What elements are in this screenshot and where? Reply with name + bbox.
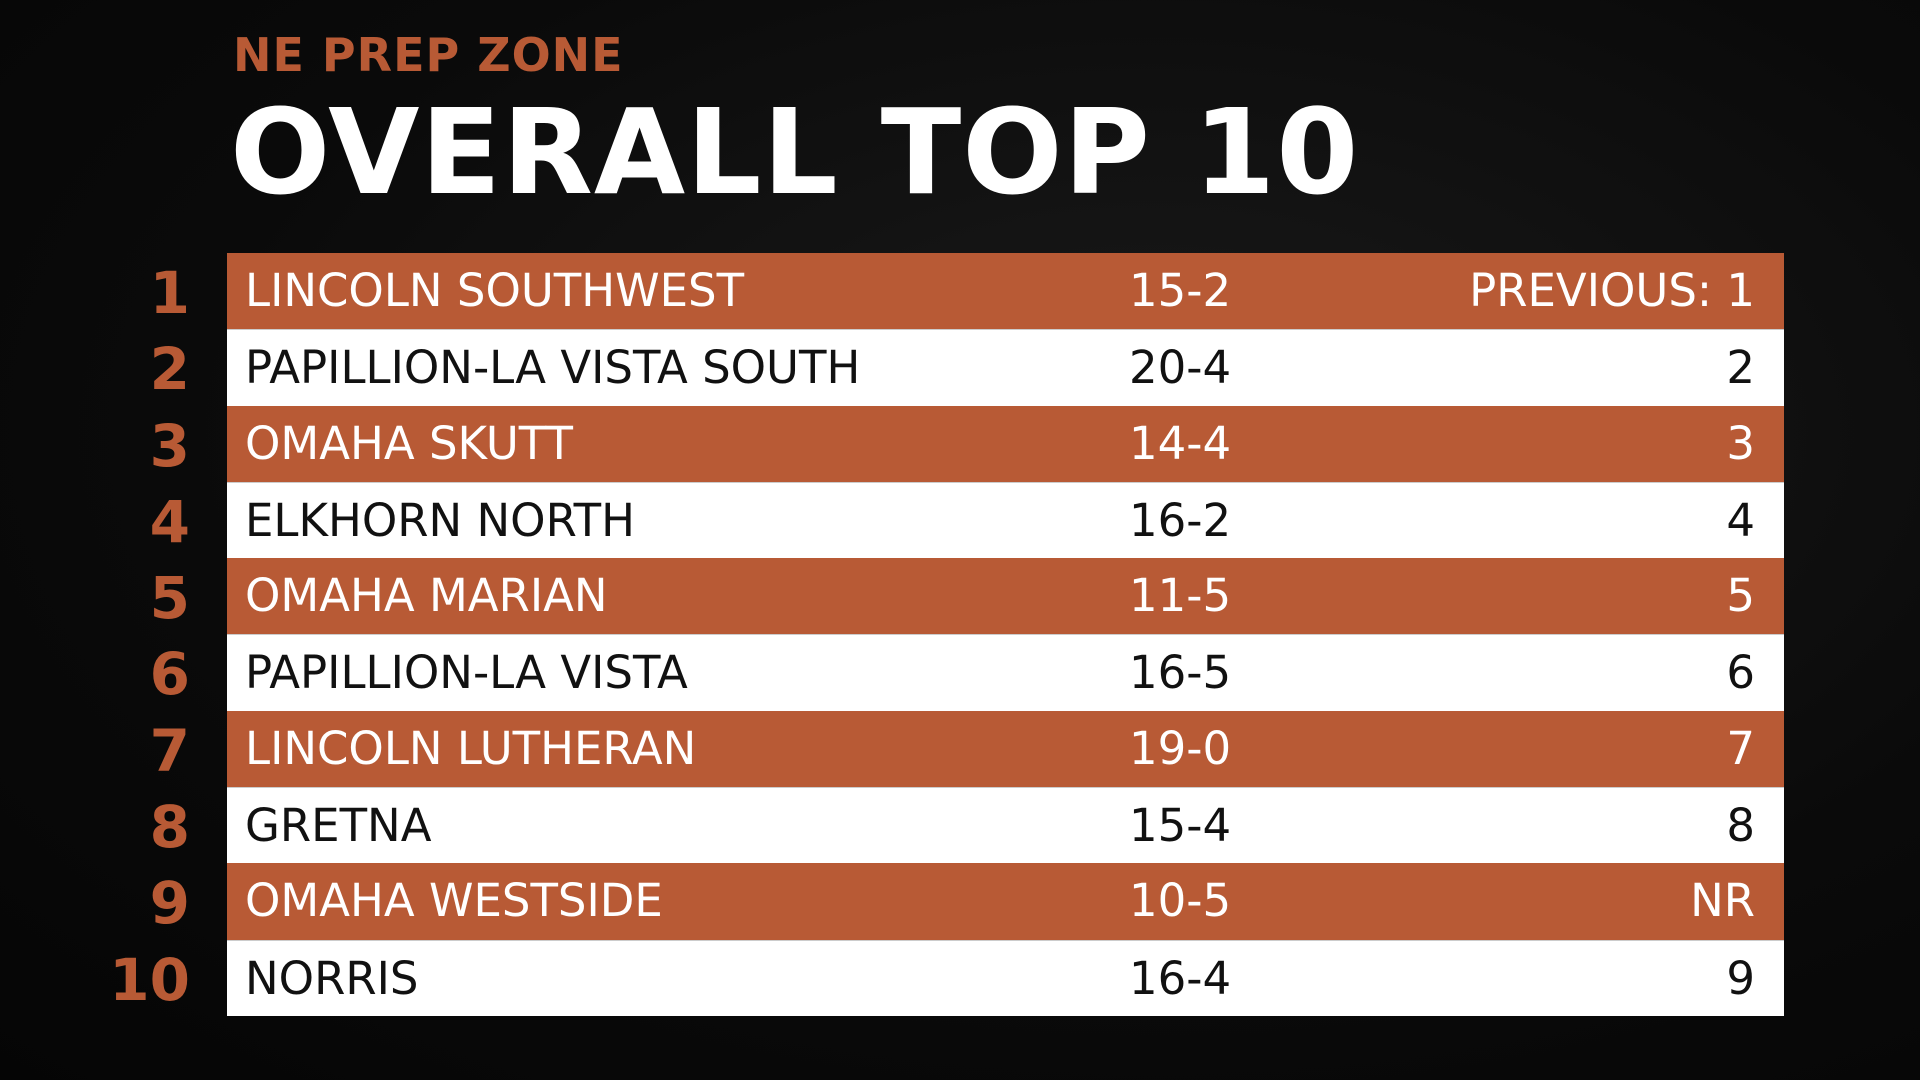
record: 20-4 (1129, 341, 1232, 395)
record: 16-5 (1129, 646, 1232, 700)
previous-rank: 2 (1726, 341, 1755, 395)
row-band: PAPILLION-LA VISTA 16-5 6 (227, 634, 1784, 711)
previous-rank: 4 (1726, 493, 1755, 547)
team-name: ELKHORN NORTH (245, 493, 635, 547)
previous-rank: 6 (1726, 646, 1755, 700)
rank: 3 (149, 411, 190, 480)
team-name: OMAHA SKUTT (245, 416, 573, 470)
team-name: PAPILLION-LA VISTA SOUTH (245, 341, 861, 395)
row-band: GRETNA 15-4 8 (227, 787, 1784, 864)
table-row: 1 LINCOLN SOUTHWEST 15-2 PREVIOUS: 1 (0, 253, 1920, 330)
row-band: OMAHA MARIAN 11-5 5 (227, 558, 1784, 635)
table-row: 4 ELKHORN NORTH 16-2 4 (0, 481, 1920, 559)
table-row: 2 PAPILLION-LA VISTA SOUTH 20-4 2 (0, 329, 1920, 406)
row-band: PAPILLION-LA VISTA SOUTH 20-4 2 (227, 329, 1784, 406)
rank: 4 (149, 487, 190, 556)
previous-rank: PREVIOUS: 1 (1469, 264, 1755, 317)
team-name: LINCOLN LUTHERAN (245, 721, 697, 775)
record: 11-5 (1129, 569, 1232, 623)
rankings-table: 1 LINCOLN SOUTHWEST 15-2 PREVIOUS: 1 2 PAPILL… (0, 253, 1920, 1016)
team-name: LINCOLN SOUTHWEST (245, 264, 745, 317)
rank: 8 (149, 793, 190, 862)
previous-rank: 5 (1726, 569, 1755, 623)
table-row: 3 OMAHA SKUTT 14-4 3 (0, 405, 1920, 482)
rank: 9 (149, 869, 190, 938)
previous-rank: 8 (1726, 799, 1755, 853)
table-row: 5 OMAHA MARIAN 11-5 5 (0, 558, 1920, 635)
rank: 7 (149, 716, 190, 785)
record: 16-2 (1129, 493, 1232, 547)
record: 19-0 (1129, 721, 1232, 775)
row-band: NORRIS 16-4 9 (227, 939, 1784, 1016)
table-row: 7 LINCOLN LUTHERAN 19-0 7 (0, 710, 1920, 788)
team-name: NORRIS (245, 951, 419, 1005)
previous-rank: 9 (1726, 951, 1755, 1005)
table-row: 8 GRETNA 15-4 8 (0, 787, 1920, 864)
rank: 2 (149, 335, 190, 404)
table-row: 6 PAPILLION-LA VISTA 16-5 6 (0, 634, 1920, 711)
team-name: OMAHA MARIAN (245, 569, 608, 623)
table-row: 9 OMAHA WESTSIDE 10-5 NR (0, 863, 1920, 940)
record: 10-5 (1129, 874, 1232, 928)
row-band: OMAHA WESTSIDE 10-5 NR (227, 863, 1784, 940)
team-name: GRETNA (245, 799, 432, 853)
previous-rank: 3 (1726, 416, 1755, 470)
rank: 5 (149, 564, 190, 633)
record: 15-2 (1129, 264, 1232, 317)
team-name: OMAHA WESTSIDE (245, 874, 663, 928)
rank: 6 (149, 640, 190, 709)
row-band: LINCOLN LUTHERAN 19-0 7 (227, 710, 1784, 788)
row-band: LINCOLN SOUTHWEST 15-2 PREVIOUS: 1 (227, 253, 1784, 330)
kicker: NE PREP ZONE (233, 28, 624, 82)
team-name: PAPILLION-LA VISTA (245, 646, 688, 700)
record: 14-4 (1129, 416, 1232, 470)
table-row: 10 NORRIS 16-4 9 (0, 939, 1920, 1016)
rank: 10 (109, 945, 190, 1014)
previous-rank: NR (1690, 874, 1755, 928)
row-band: ELKHORN NORTH 16-2 4 (227, 481, 1784, 559)
record: 16-4 (1129, 951, 1232, 1005)
row-band: OMAHA SKUTT 14-4 3 (227, 405, 1784, 482)
title: OVERALL TOP 10 (230, 83, 1360, 221)
rank: 1 (149, 259, 190, 327)
record: 15-4 (1129, 799, 1232, 853)
previous-rank: 7 (1726, 721, 1755, 775)
